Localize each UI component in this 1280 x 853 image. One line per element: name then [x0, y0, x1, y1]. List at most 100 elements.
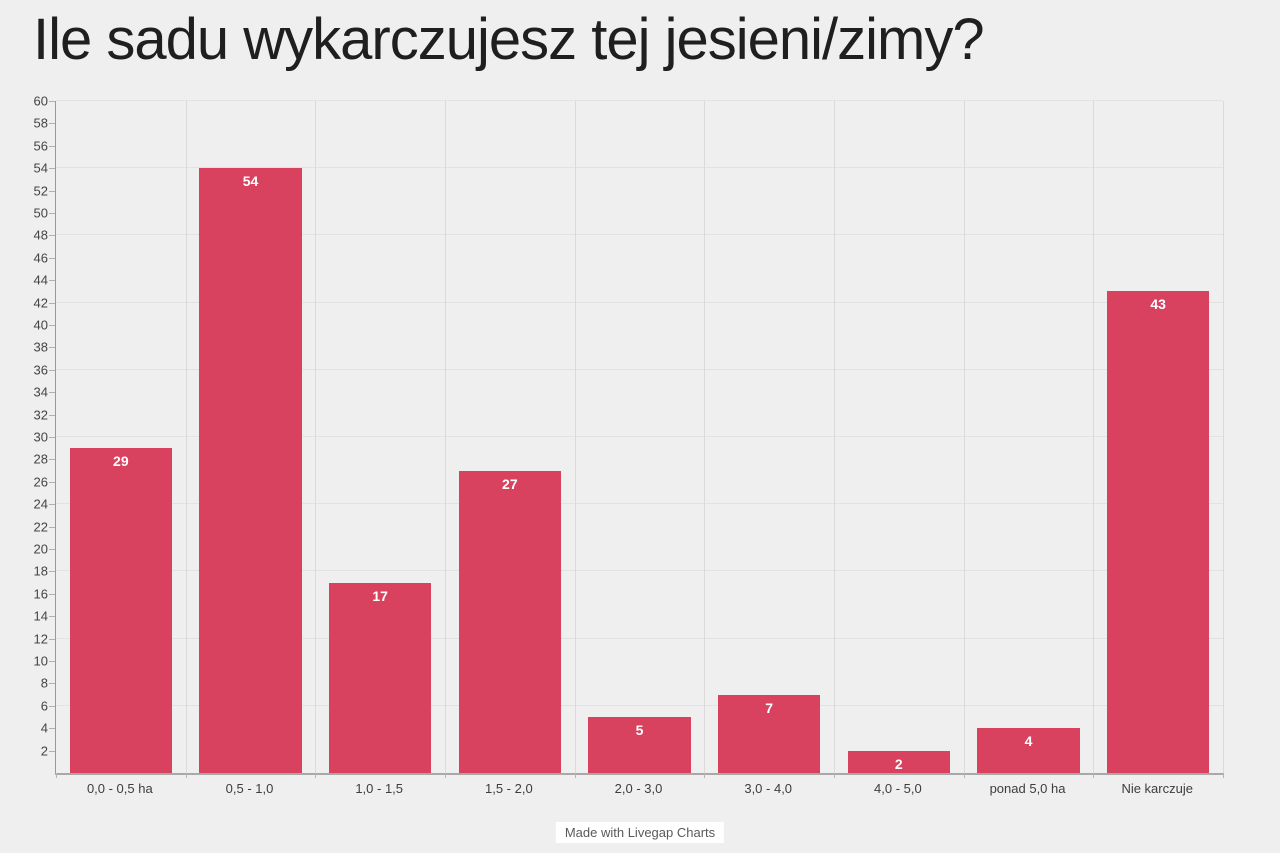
- y-axis-tick: [49, 481, 55, 483]
- x-axis-tick: [185, 773, 187, 778]
- h-gridline: [56, 570, 1223, 572]
- y-axis-tick: [49, 526, 55, 528]
- bar-7: 2: [847, 750, 951, 773]
- x-axis-tick: [704, 773, 706, 778]
- x-axis-tick: [574, 773, 576, 778]
- v-gridline: [315, 101, 317, 773]
- y-tick-label: 48: [33, 227, 48, 243]
- y-axis-tick: [49, 257, 55, 259]
- y-axis-tick: [49, 325, 55, 326]
- y-axis-tick: [49, 123, 55, 125]
- y-tick-label: 28: [33, 451, 48, 467]
- x-axis-tick: [834, 773, 835, 778]
- y-axis-tick: [49, 168, 55, 170]
- y-axis-tick: [49, 101, 55, 102]
- v-gridline: [963, 101, 965, 773]
- y-axis-tick: [49, 459, 55, 461]
- bar-6: 7: [717, 694, 821, 773]
- y-axis-tick: [49, 549, 55, 550]
- y-axis-tick: [49, 661, 55, 662]
- bar-value-label: 27: [502, 475, 518, 492]
- x-axis-tick: [1223, 773, 1224, 778]
- y-tick-label: 38: [33, 339, 48, 355]
- x-axis-tick: [445, 773, 446, 778]
- plot-area: 29 54 17 27 5 7 2 4 43: [49, 100, 1224, 778]
- bar-value-label: 7: [765, 699, 774, 716]
- y-tick-label: 34: [33, 384, 48, 400]
- y-axis-tick: [49, 369, 55, 371]
- y-tick-label: 54: [33, 160, 48, 176]
- h-gridline: [56, 368, 1223, 370]
- x-axis-tick: [56, 773, 57, 778]
- y-tick-label: 10: [33, 653, 48, 669]
- v-gridline: [1093, 101, 1095, 773]
- y-axis-tick: [49, 750, 55, 752]
- v-gridline: [1223, 101, 1224, 773]
- y-axis-tick: [49, 347, 55, 349]
- bar-4: 27: [458, 470, 562, 773]
- y-axis-tick: [49, 571, 55, 573]
- x-category-label: 0,0 - 0,5 ha: [86, 781, 153, 796]
- y-tick-label: 2: [40, 743, 48, 759]
- v-gridline: [445, 101, 446, 773]
- v-gridline: [185, 101, 187, 773]
- y-tick-label: 24: [33, 496, 48, 512]
- x-axis-line: [55, 773, 1223, 775]
- y-tick-label: 50: [33, 205, 48, 221]
- y-tick-label: 4: [40, 720, 48, 736]
- bar-value-label: 5: [635, 722, 644, 738]
- bar-2: 54: [199, 168, 302, 773]
- bar-value-label: 17: [372, 587, 388, 604]
- y-axis-tick: [49, 705, 55, 707]
- y-tick-label: 16: [33, 586, 48, 602]
- y-tick-label: 6: [40, 698, 48, 714]
- y-tick-label: 8: [40, 675, 48, 691]
- bar-value-label: 29: [113, 453, 129, 470]
- y-axis-tick: [49, 437, 55, 438]
- x-category-label: Nie karczuje: [1121, 781, 1193, 796]
- y-axis-tick: [49, 728, 55, 730]
- v-gridline: [834, 101, 835, 773]
- x-axis-tick: [315, 773, 317, 778]
- y-tick-label: 12: [33, 631, 48, 647]
- y-axis-tick: [49, 392, 55, 394]
- v-gridline: [704, 101, 706, 773]
- x-axis-tick: [1093, 773, 1095, 778]
- y-axis-tick: [49, 616, 55, 618]
- livegap-credit-link[interactable]: Made with Livegap Charts: [555, 822, 725, 843]
- y-axis-tick: [49, 593, 55, 595]
- y-tick-label: 40: [33, 317, 48, 333]
- y-axis-tick: [49, 213, 55, 214]
- y-tick-label: 42: [33, 295, 48, 311]
- y-axis-tick: [49, 235, 55, 237]
- bar-value-label: 43: [1150, 296, 1166, 313]
- y-tick-label: 60: [33, 93, 48, 109]
- h-gridline: [56, 637, 1223, 639]
- y-tick-label: 22: [33, 519, 48, 535]
- y-tick-label: 20: [33, 541, 48, 557]
- y-axis-tick: [49, 683, 55, 685]
- y-tick-label: 56: [33, 138, 48, 154]
- h-gridline: [56, 234, 1223, 236]
- y-axis-tick: [49, 638, 55, 640]
- bar-5: 5: [588, 717, 691, 773]
- y-axis-tick: [49, 302, 55, 304]
- x-category-label: 2,0 - 3,0: [614, 781, 663, 796]
- y-tick-label: 26: [33, 474, 48, 490]
- h-gridline: [56, 100, 1223, 101]
- v-gridline: [574, 101, 576, 773]
- y-tick-label: 32: [33, 407, 48, 423]
- y-axis-tick: [49, 190, 55, 192]
- bar-value-label: 2: [894, 755, 903, 772]
- bar-value-label: 54: [242, 173, 259, 190]
- y-tick-label: 36: [33, 362, 48, 378]
- y-axis-labels: 2 4 6 8 10 12 14 16 18 20 22 24 26 28 30 32 34 36 38 40 42 44…: [0, 94, 48, 773]
- y-axis-tick: [49, 145, 55, 147]
- x-category-label: 1,0 - 1,5: [355, 781, 404, 796]
- x-category-label: 4,0 - 5,0: [874, 781, 922, 796]
- bar-9: 43: [1106, 291, 1210, 773]
- x-category-label: ponad 5,0 ha: [989, 781, 1066, 796]
- h-gridline: [56, 503, 1223, 505]
- x-category-label: 1,5 - 2,0: [485, 781, 533, 796]
- bar-8: 4: [977, 728, 1080, 773]
